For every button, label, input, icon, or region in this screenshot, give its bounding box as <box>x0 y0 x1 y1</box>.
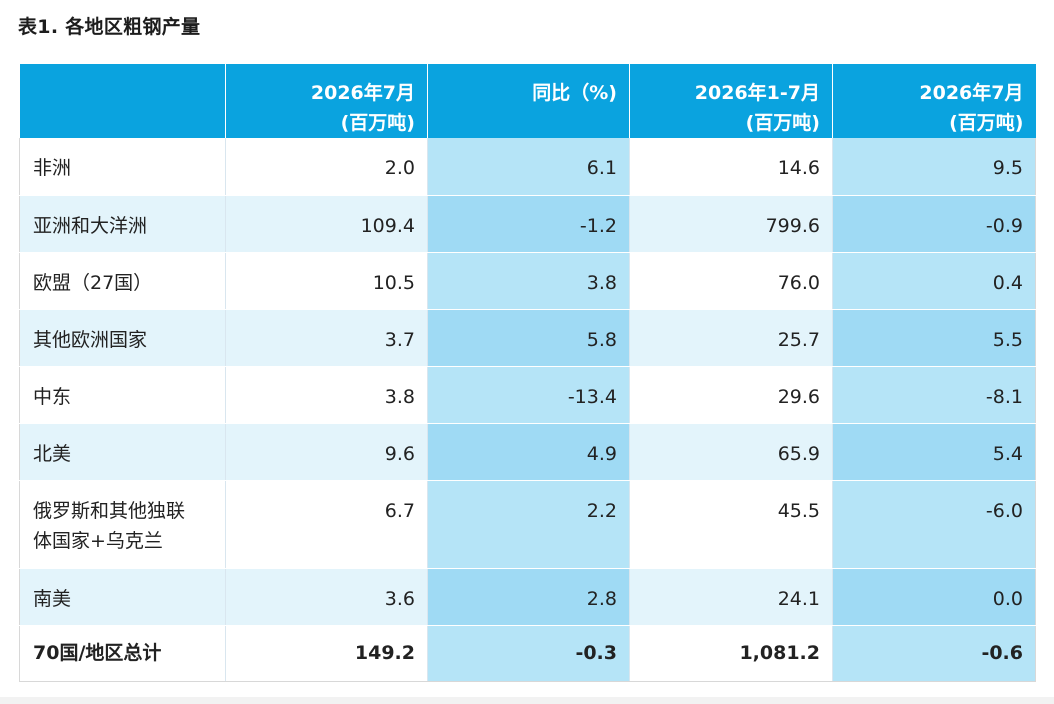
value-cell: 9.6 <box>225 423 428 481</box>
value-cell: 65.9 <box>629 423 833 481</box>
total-value: -0.3 <box>427 625 630 682</box>
value-cell: 14.6 <box>629 138 833 196</box>
value-cell: 0.0 <box>832 568 1036 626</box>
total-value: 149.2 <box>225 625 428 682</box>
header-row: 2026年7月 (百万吨) 同比（%) 2026年1-7月 (百万吨) 2026… <box>19 64 1036 138</box>
value-cell: 3.6 <box>225 568 428 626</box>
header-july-output-unit: (百万吨) <box>340 112 415 134</box>
region-cell: 非洲 <box>19 138 226 196</box>
value-cell: 799.6 <box>629 195 833 253</box>
bottom-divider <box>0 697 1054 704</box>
header-july-output-label: 2026年7月 <box>310 82 415 104</box>
table-row: 亚洲和大洋洲 109.4 -1.2 799.6 -0.9 <box>19 195 1036 253</box>
total-row: 70国/地区总计 149.2 -0.3 1,081.2 -0.6 <box>19 625 1036 682</box>
table-row: 南美 3.6 2.8 24.1 0.0 <box>19 568 1036 626</box>
table-row: 其他欧洲国家 3.7 5.8 25.7 5.5 <box>19 309 1036 367</box>
total-value: 1,081.2 <box>629 625 833 682</box>
header-july-output-2-label: 2026年7月 <box>919 82 1024 104</box>
steel-production-table: 2026年7月 (百万吨) 同比（%) 2026年1-7月 (百万吨) 2026… <box>19 64 1036 682</box>
value-cell: 25.7 <box>629 309 833 367</box>
region-cell: 南美 <box>19 568 226 626</box>
region-cell: 其他欧洲国家 <box>19 309 226 367</box>
region-cell: 俄罗斯和其他独联 体国家+乌克兰 <box>19 480 226 569</box>
value-cell: -0.9 <box>832 195 1036 253</box>
region-cell: 欧盟（27国） <box>19 252 226 310</box>
header-jan-jul-output-label: 2026年1-7月 <box>694 82 820 104</box>
value-cell: 2.2 <box>427 480 630 569</box>
value-cell: 6.1 <box>427 138 630 196</box>
region-cell: 亚洲和大洋洲 <box>19 195 226 253</box>
header-july-output: 2026年7月 (百万吨) <box>225 64 428 138</box>
table-row: 北美 9.6 4.9 65.9 5.4 <box>19 423 1036 481</box>
value-cell: -8.1 <box>832 366 1036 424</box>
value-cell: 24.1 <box>629 568 833 626</box>
value-cell: 45.5 <box>629 480 833 569</box>
header-jan-jul-output: 2026年1-7月 (百万吨) <box>629 64 833 138</box>
value-cell: 10.5 <box>225 252 428 310</box>
table-row: 俄罗斯和其他独联 体国家+乌克兰 6.7 2.2 45.5 -6.0 <box>19 480 1036 569</box>
table-row: 欧盟（27国） 10.5 3.8 76.0 0.4 <box>19 252 1036 310</box>
header-yoy-label: 同比（%) <box>532 82 617 104</box>
total-value: -0.6 <box>832 625 1036 682</box>
region-cell-line1: 俄罗斯和其他独联 <box>33 499 186 522</box>
value-cell: 3.8 <box>427 252 630 310</box>
value-cell: -1.2 <box>427 195 630 253</box>
value-cell: 5.4 <box>832 423 1036 481</box>
header-jan-jul-output-unit: (百万吨) <box>745 112 820 134</box>
value-cell: 3.8 <box>225 366 428 424</box>
table-row: 非洲 2.0 6.1 14.6 9.5 <box>19 138 1036 196</box>
region-cell-line2: 体国家+乌克兰 <box>33 529 163 552</box>
table-row: 中东 3.8 -13.4 29.6 -8.1 <box>19 366 1036 424</box>
value-cell: 9.5 <box>832 138 1036 196</box>
header-july-output-2: 2026年7月 (百万吨) <box>832 64 1036 138</box>
value-cell: 29.6 <box>629 366 833 424</box>
value-cell: 76.0 <box>629 252 833 310</box>
header-region <box>19 64 226 138</box>
value-cell: -6.0 <box>832 480 1036 569</box>
total-label: 70国/地区总计 <box>19 625 226 682</box>
value-cell: 6.7 <box>225 480 428 569</box>
value-cell: 3.7 <box>225 309 428 367</box>
value-cell: 0.4 <box>832 252 1036 310</box>
value-cell: 5.8 <box>427 309 630 367</box>
header-july-output-2-unit: (百万吨) <box>949 112 1024 134</box>
value-cell: -13.4 <box>427 366 630 424</box>
table-title: 表1. 各地区粗钢产量 <box>18 16 201 38</box>
value-cell: 5.5 <box>832 309 1036 367</box>
value-cell: 4.9 <box>427 423 630 481</box>
value-cell: 2.8 <box>427 568 630 626</box>
region-cell: 中东 <box>19 366 226 424</box>
header-yoy: 同比（%) <box>427 64 630 138</box>
region-cell: 北美 <box>19 423 226 481</box>
value-cell: 109.4 <box>225 195 428 253</box>
value-cell: 2.0 <box>225 138 428 196</box>
